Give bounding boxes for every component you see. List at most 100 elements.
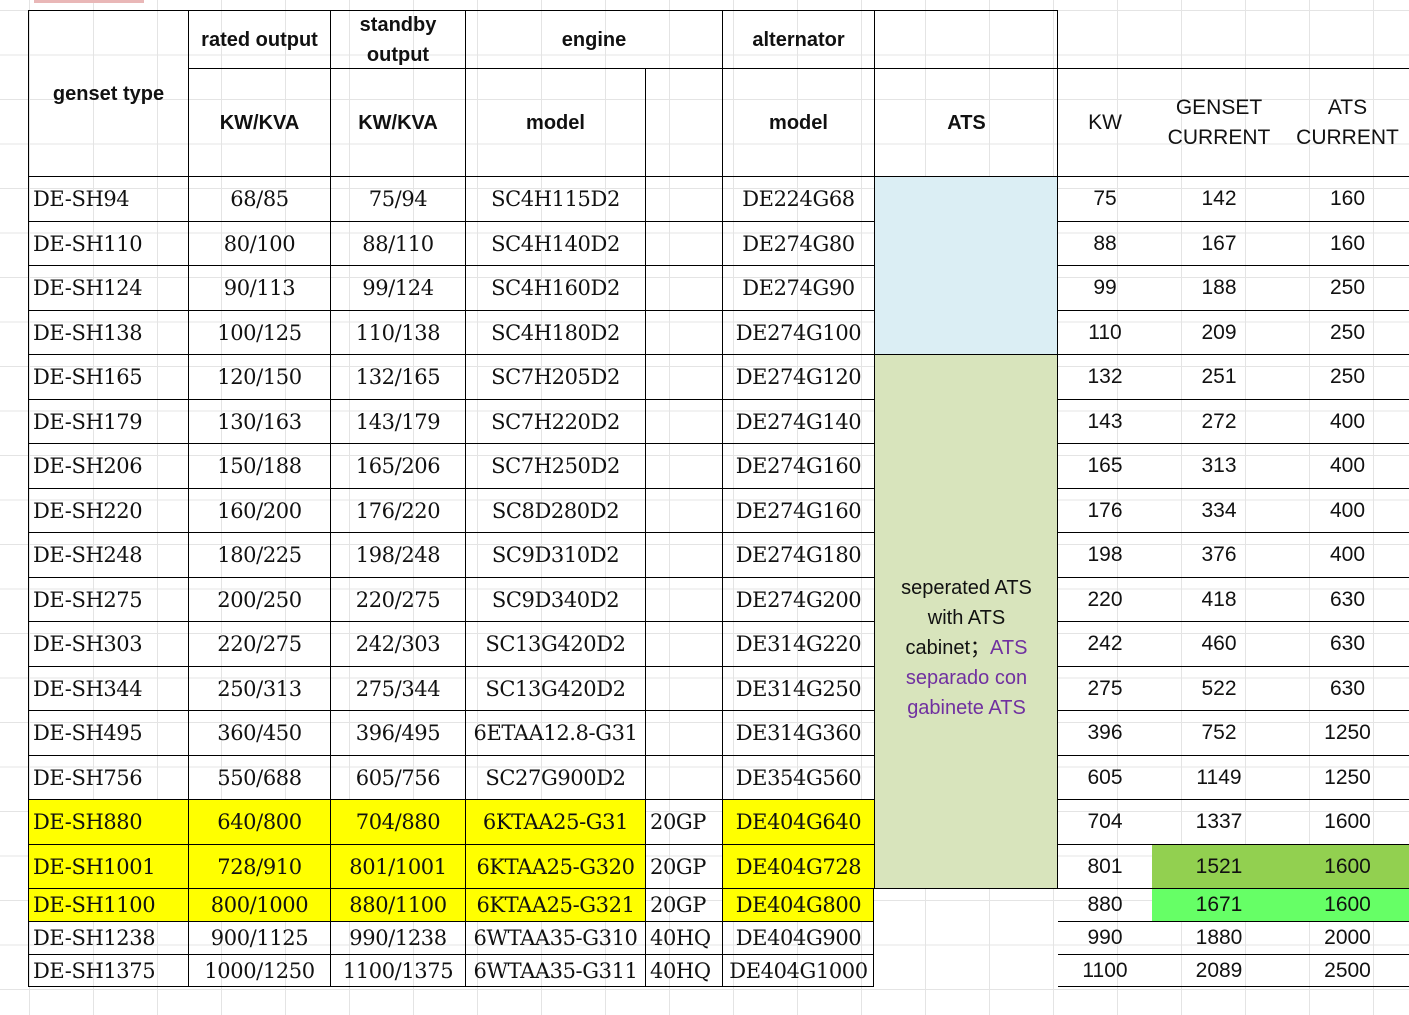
cell-container xyxy=(645,710,722,755)
header-ats-current: ATS CURRENT xyxy=(1286,68,1409,176)
cell-engine: 6WTAA35-G311 xyxy=(465,954,645,986)
cell-type: DE-SH495 xyxy=(28,710,188,755)
cell-standby: 242/303 xyxy=(330,621,465,666)
header-standby-kwkva: KW/KVA xyxy=(330,68,465,176)
cell-standby: 198/248 xyxy=(330,532,465,577)
header-rated-kwkva: KW/KVA xyxy=(188,68,330,176)
cell-kw: 275 xyxy=(1058,666,1152,710)
cell-rated: 728/910 xyxy=(188,844,330,888)
top-strip xyxy=(0,0,1409,4)
ats-blue-region xyxy=(874,176,1058,354)
cell-alternator: DE404G640 xyxy=(722,799,874,844)
cell-genset-current: 376 xyxy=(1152,532,1286,577)
cell-engine: SC7H250D2 xyxy=(465,443,645,488)
header-genset-current-line2: CURRENT xyxy=(1167,125,1271,149)
cell-genset-current: 334 xyxy=(1152,488,1286,532)
cell-engine: SC13G420D2 xyxy=(465,666,645,710)
header-ats-current-line1: ATS xyxy=(1327,95,1368,119)
cell-type: DE-SH124 xyxy=(28,265,188,310)
cell-ats-current: 400 xyxy=(1286,532,1409,577)
header-ats: ATS xyxy=(874,68,1058,176)
header-genset-current: GENSET CURRENT xyxy=(1152,68,1286,176)
cell-alternator: DE274G90 xyxy=(722,265,874,310)
cell-type: DE-SH220 xyxy=(28,488,188,532)
header-engine-label: engine xyxy=(561,28,627,51)
cell-type: DE-SH110 xyxy=(28,221,188,265)
cell-rated: 900/1125 xyxy=(188,921,330,954)
tab-marker xyxy=(34,0,144,3)
cell-type: DE-SH1100 xyxy=(28,888,188,921)
cell-rated: 90/113 xyxy=(188,265,330,310)
cell-type: DE-SH1238 xyxy=(28,921,188,954)
cell-engine: SC9D340D2 xyxy=(465,577,645,621)
cell-alternator: DE404G900 xyxy=(722,921,874,954)
cell-container xyxy=(645,755,722,799)
cell-kw: 176 xyxy=(1058,488,1152,532)
cell-ats-current: 1250 xyxy=(1286,710,1409,755)
cell-type: DE-SH1001 xyxy=(28,844,188,888)
ats-note-line3-black: cabinet； xyxy=(905,636,991,659)
cell-type: DE-SH275 xyxy=(28,577,188,621)
cell-alternator: DE274G180 xyxy=(722,532,874,577)
cell-kw: 143 xyxy=(1058,399,1152,443)
header-engine-model-label: model xyxy=(526,111,585,134)
cell-kw: 242 xyxy=(1058,621,1152,666)
cell-rated: 640/800 xyxy=(188,799,330,844)
cell-alternator: DE274G80 xyxy=(722,221,874,265)
cell-ats-current: 250 xyxy=(1286,354,1409,399)
cell-engine: 6KTAA25-G31 xyxy=(465,799,645,844)
cell-engine: SC4H140D2 xyxy=(465,221,645,265)
cell-genset-current: 1149 xyxy=(1152,755,1286,799)
cell-rated: 1000/1250 xyxy=(188,954,330,986)
cell-standby: 132/165 xyxy=(330,354,465,399)
cell-engine: SC4H160D2 xyxy=(465,265,645,310)
header-ats-label: ATS xyxy=(947,111,986,134)
cell-alternator: DE404G800 xyxy=(722,888,874,921)
cell-type: DE-SH94 xyxy=(28,176,188,221)
header-standby-line2: output xyxy=(366,43,430,66)
cell-ats-current: 160 xyxy=(1286,221,1409,265)
cell-standby: 704/880 xyxy=(330,799,465,844)
cell-kw: 605 xyxy=(1058,755,1152,799)
cell-alternator: DE274G200 xyxy=(722,577,874,621)
cell-rated: 130/163 xyxy=(188,399,330,443)
cell-standby: 88/110 xyxy=(330,221,465,265)
header-kw-label: KW xyxy=(1088,110,1122,134)
cell-ats-current: 630 xyxy=(1286,577,1409,621)
cell-container xyxy=(645,310,722,354)
header-alternator-label: alternator xyxy=(752,28,845,51)
cell-ats-current: 1600 xyxy=(1286,799,1409,844)
cell-genset-current: 313 xyxy=(1152,443,1286,488)
cell-alternator: DE274G100 xyxy=(722,310,874,354)
cell-kw: 132 xyxy=(1058,354,1152,399)
cell-container xyxy=(645,265,722,310)
cell-standby: 220/275 xyxy=(330,577,465,621)
cell-genset-current: 142 xyxy=(1152,176,1286,221)
header-engine-model: model xyxy=(465,68,645,176)
cell-standby: 165/206 xyxy=(330,443,465,488)
cell-rated: 200/250 xyxy=(188,577,330,621)
cell-rated: 800/1000 xyxy=(188,888,330,921)
ats-note-line3-purple: ATS xyxy=(990,636,1028,659)
cell-alternator: DE274G160 xyxy=(722,443,874,488)
cell-alternator: DE274G120 xyxy=(722,354,874,399)
cell-type: DE-SH248 xyxy=(28,532,188,577)
cell-type: DE-SH344 xyxy=(28,666,188,710)
cell-container xyxy=(645,532,722,577)
cell-ats-current: 400 xyxy=(1286,399,1409,443)
cell-ats-current: 250 xyxy=(1286,310,1409,354)
cell-genset-current: 188 xyxy=(1152,265,1286,310)
cell-standby: 605/756 xyxy=(330,755,465,799)
header-alternator: alternator xyxy=(722,10,874,68)
ats-note-line4: separado con xyxy=(905,666,1028,689)
header-alternator-model-label: model xyxy=(769,111,828,134)
ats-note-line1: seperated ATS xyxy=(901,576,1032,599)
cell-alternator: DE314G360 xyxy=(722,710,874,755)
cell-rated: 120/150 xyxy=(188,354,330,399)
cell-type: DE-SH165 xyxy=(28,354,188,399)
cell-engine: 6KTAA25-G320 xyxy=(465,844,645,888)
cell-type: DE-SH756 xyxy=(28,755,188,799)
cell-kw: 220 xyxy=(1058,577,1152,621)
cell-kw: 801 xyxy=(1058,844,1152,888)
cell-genset-current: 272 xyxy=(1152,399,1286,443)
